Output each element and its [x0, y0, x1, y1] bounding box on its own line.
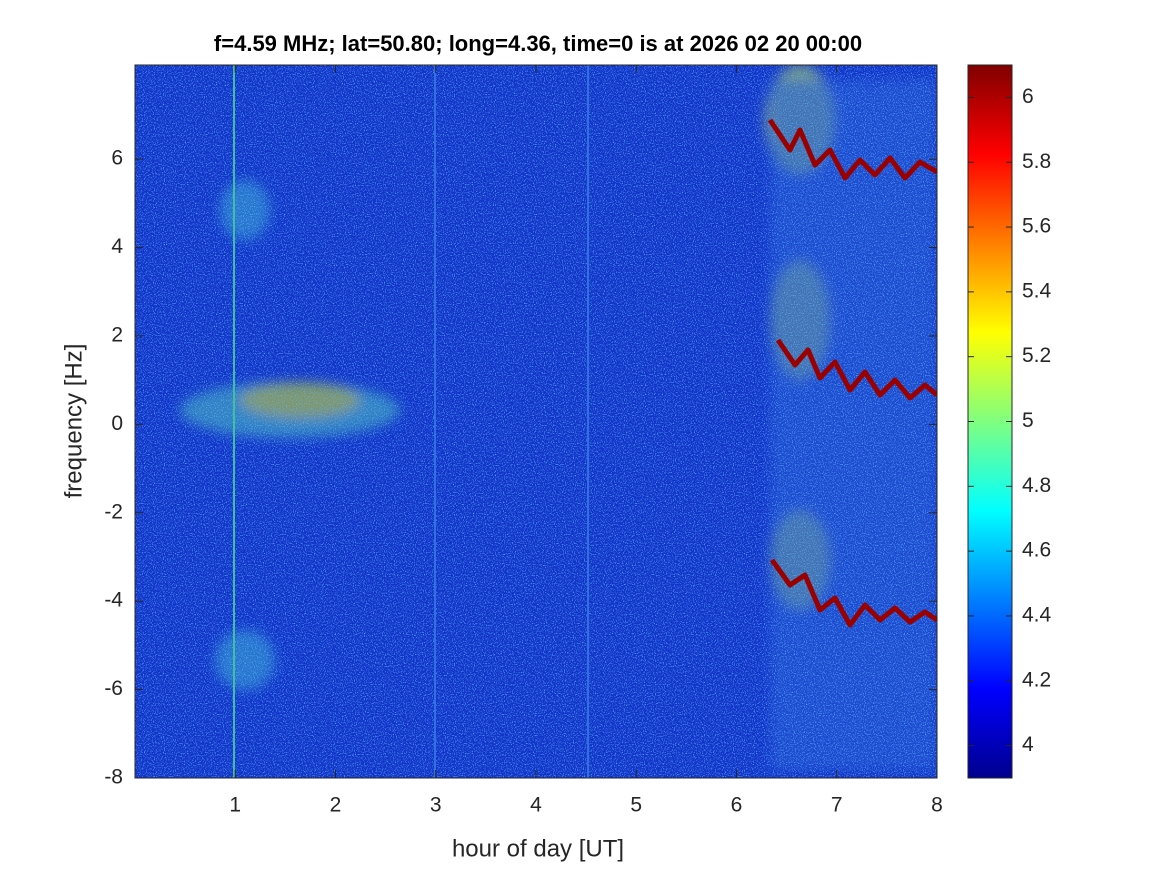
spectrogram-traces: [767, 118, 937, 628]
y-tick-label: -8: [104, 766, 123, 789]
x-tick-label: 3: [430, 794, 442, 817]
colorbar-tick-label: 5: [1022, 409, 1034, 432]
colorbar-tick-label: 4.4: [1022, 604, 1052, 627]
x-tick-label: 1: [229, 794, 241, 817]
x-tick-label: 8: [931, 794, 943, 817]
chart-title: f=4.59 MHz; lat=50.80; long=4.36, time=0…: [214, 31, 862, 56]
x-tick-label: 2: [330, 794, 342, 817]
x-tick-label: 6: [731, 794, 743, 817]
colorbar-tick-label: 4.8: [1022, 474, 1051, 497]
colorbar-tick-label: 4.6: [1022, 539, 1051, 562]
spectrogram: [135, 65, 937, 778]
colorbar: [967, 64, 1013, 779]
colorbar-tick-label: 4.2: [1022, 668, 1051, 691]
y-tick-label: -4: [104, 589, 123, 612]
y-tick-label: -6: [104, 677, 123, 700]
x-tick-label: 4: [530, 794, 542, 817]
y-tick-label: 2: [111, 324, 123, 347]
y-tick-label: -2: [104, 500, 123, 523]
x-tick-label: 5: [630, 794, 642, 817]
x-tick-label: 7: [831, 794, 843, 817]
colorbar-tick-label: 5.6: [1022, 215, 1051, 238]
colorbar-tick-label: 5.8: [1022, 150, 1051, 173]
y-axis-label: frequency [Hz]: [60, 344, 87, 499]
y-tick-label: 0: [111, 412, 123, 435]
colorbar-tick-label: 6: [1022, 85, 1034, 108]
spectrogram-noise: [135, 65, 937, 778]
x-axis-label: hour of day [UT]: [452, 835, 624, 862]
colorbar-tick-label: 4: [1022, 733, 1034, 756]
colorbar-tick-label: 5.2: [1022, 344, 1051, 367]
colorbar-tick-label: 5.4: [1022, 279, 1052, 302]
y-tick-label: 6: [111, 147, 123, 170]
y-tick-label: 4: [111, 235, 123, 258]
spectrogram-lines: [233, 65, 589, 778]
